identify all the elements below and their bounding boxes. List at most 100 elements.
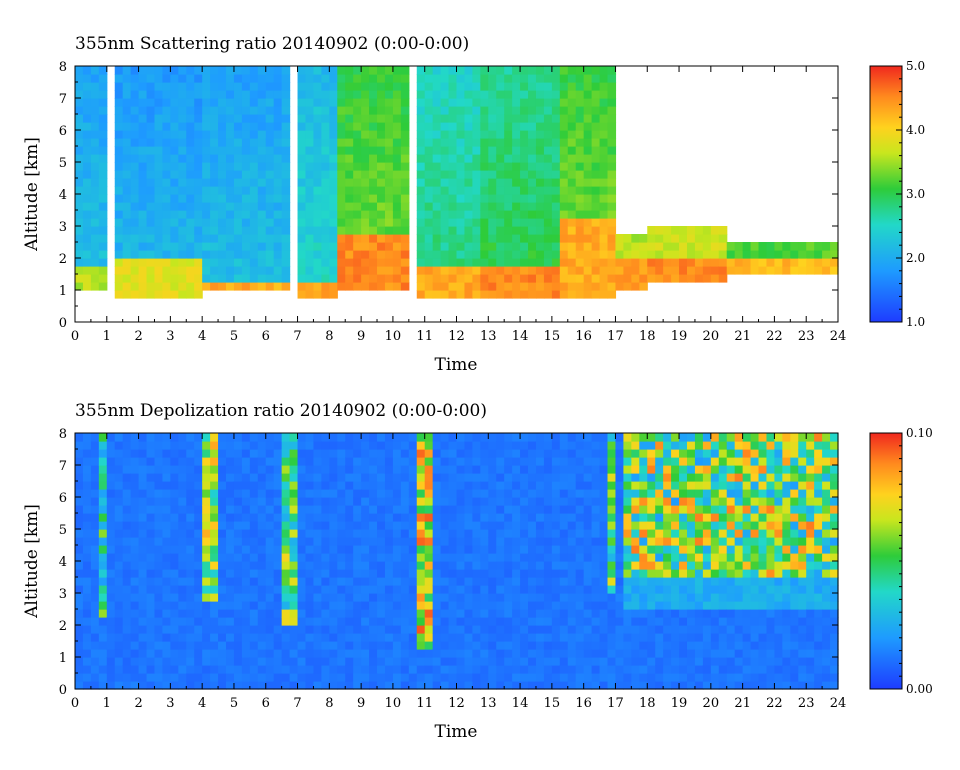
heatmap-cell: [170, 210, 179, 219]
heatmap-cell: [82, 529, 92, 538]
heatmap-cell: [281, 625, 291, 634]
heatmap-cell: [186, 250, 195, 259]
heatmap-cell: [456, 146, 466, 155]
heatmap-cell: [575, 601, 585, 610]
heatmap-cell: [528, 98, 537, 107]
heatmap-cell: [353, 178, 362, 187]
heatmap-cell: [114, 457, 124, 466]
heatmap-cell: [512, 513, 521, 522]
heatmap-cell: [130, 497, 140, 506]
heatmap-cell: [416, 441, 426, 450]
heatmap-cell: [82, 202, 92, 211]
heatmap-cell: [210, 657, 219, 666]
heatmap-cell: [520, 497, 529, 506]
heatmap-cell: [257, 202, 267, 211]
heatmap-cell: [384, 561, 394, 570]
heatmap-cell: [337, 633, 346, 642]
heatmap-cell: [265, 617, 275, 626]
heatmap-cell: [257, 601, 267, 610]
heatmap-cell: [607, 162, 617, 171]
heatmap-cell: [432, 529, 442, 538]
heatmap-cell: [448, 553, 458, 562]
heatmap-cell: [257, 633, 267, 642]
heatmap-cell: [194, 162, 203, 171]
heatmap-cell: [416, 489, 426, 498]
heatmap-cell: [607, 641, 617, 650]
heatmap-cell: [241, 106, 251, 115]
heatmap-cell: [369, 545, 378, 554]
heatmap-cell: [543, 673, 553, 682]
heatmap-cell: [734, 473, 744, 482]
heatmap-cell: [369, 505, 378, 514]
heatmap-cell: [392, 641, 402, 650]
heatmap-cell: [130, 98, 140, 107]
heatmap-cell: [90, 609, 100, 618]
heatmap-cell: [567, 569, 577, 578]
heatmap-cell: [313, 593, 322, 602]
heatmap-cell: [130, 537, 140, 546]
heatmap-cell: [257, 649, 267, 658]
heatmap-cell: [384, 537, 394, 546]
heatmap-cell: [233, 234, 243, 243]
heatmap-cell: [679, 577, 688, 586]
heatmap-cell: [615, 569, 625, 578]
heatmap-cell: [130, 202, 140, 211]
heatmap-cell: [202, 449, 211, 458]
heatmap-cell: [718, 553, 728, 562]
heatmap-cell: [504, 657, 513, 666]
heatmap-cell: [82, 66, 92, 75]
heatmap-cell: [249, 66, 259, 75]
heatmap-cell: [432, 481, 442, 490]
heatmap-cell: [416, 66, 426, 75]
heatmap-cell: [416, 138, 426, 147]
heatmap-cell: [520, 130, 529, 139]
heatmap-cell: [448, 186, 458, 195]
heatmap-cell: [210, 489, 219, 498]
heatmap-cell: [607, 82, 617, 91]
heatmap-cell: [408, 577, 418, 586]
heatmap-cell: [98, 473, 108, 482]
heatmap-cell: [575, 194, 585, 203]
heatmap-cell: [377, 521, 386, 530]
heatmap-cell: [241, 505, 251, 514]
heatmap-cell: [170, 633, 179, 642]
heatmap-cell: [655, 226, 664, 235]
heatmap-cell: [186, 258, 195, 267]
heatmap-cell: [623, 505, 632, 514]
heatmap-cell: [607, 154, 617, 163]
heatmap-cell: [305, 505, 315, 514]
heatmap-cell: [679, 657, 688, 666]
heatmap-cell: [273, 657, 283, 666]
heatmap-cell: [122, 641, 132, 650]
heatmap-cell: [384, 681, 394, 690]
heatmap-cell: [218, 593, 227, 602]
heatmap-cell: [75, 74, 84, 83]
heatmap-cell: [313, 242, 322, 251]
heatmap-cell: [432, 449, 442, 458]
heatmap-cell: [766, 585, 776, 594]
heatmap-cell: [170, 433, 179, 442]
heatmap-cell: [575, 218, 585, 227]
heatmap-cell: [273, 170, 283, 179]
heatmap-cell: [543, 258, 553, 267]
heatmap-cell: [488, 457, 497, 466]
heatmap-cell: [448, 633, 458, 642]
heatmap-cell: [178, 122, 187, 131]
heatmap-cell: [528, 465, 537, 474]
heatmap-cell: [758, 441, 768, 450]
heatmap-cell: [297, 465, 307, 474]
heatmap-cell: [218, 641, 227, 650]
heatmap-cell: [647, 274, 656, 283]
heatmap-cell: [631, 585, 640, 594]
heatmap-cell: [663, 481, 672, 490]
heatmap-cell: [742, 585, 752, 594]
heatmap-cell: [369, 122, 378, 131]
heatmap-cell: [353, 577, 362, 586]
heatmap-cell: [448, 505, 458, 514]
heatmap-cell: [146, 681, 156, 690]
heatmap-cell: [353, 250, 362, 259]
heatmap-cell: [257, 465, 267, 474]
heatmap-cell: [591, 274, 601, 283]
heatmap-cell: [631, 433, 640, 442]
heatmap-cell: [186, 505, 195, 514]
